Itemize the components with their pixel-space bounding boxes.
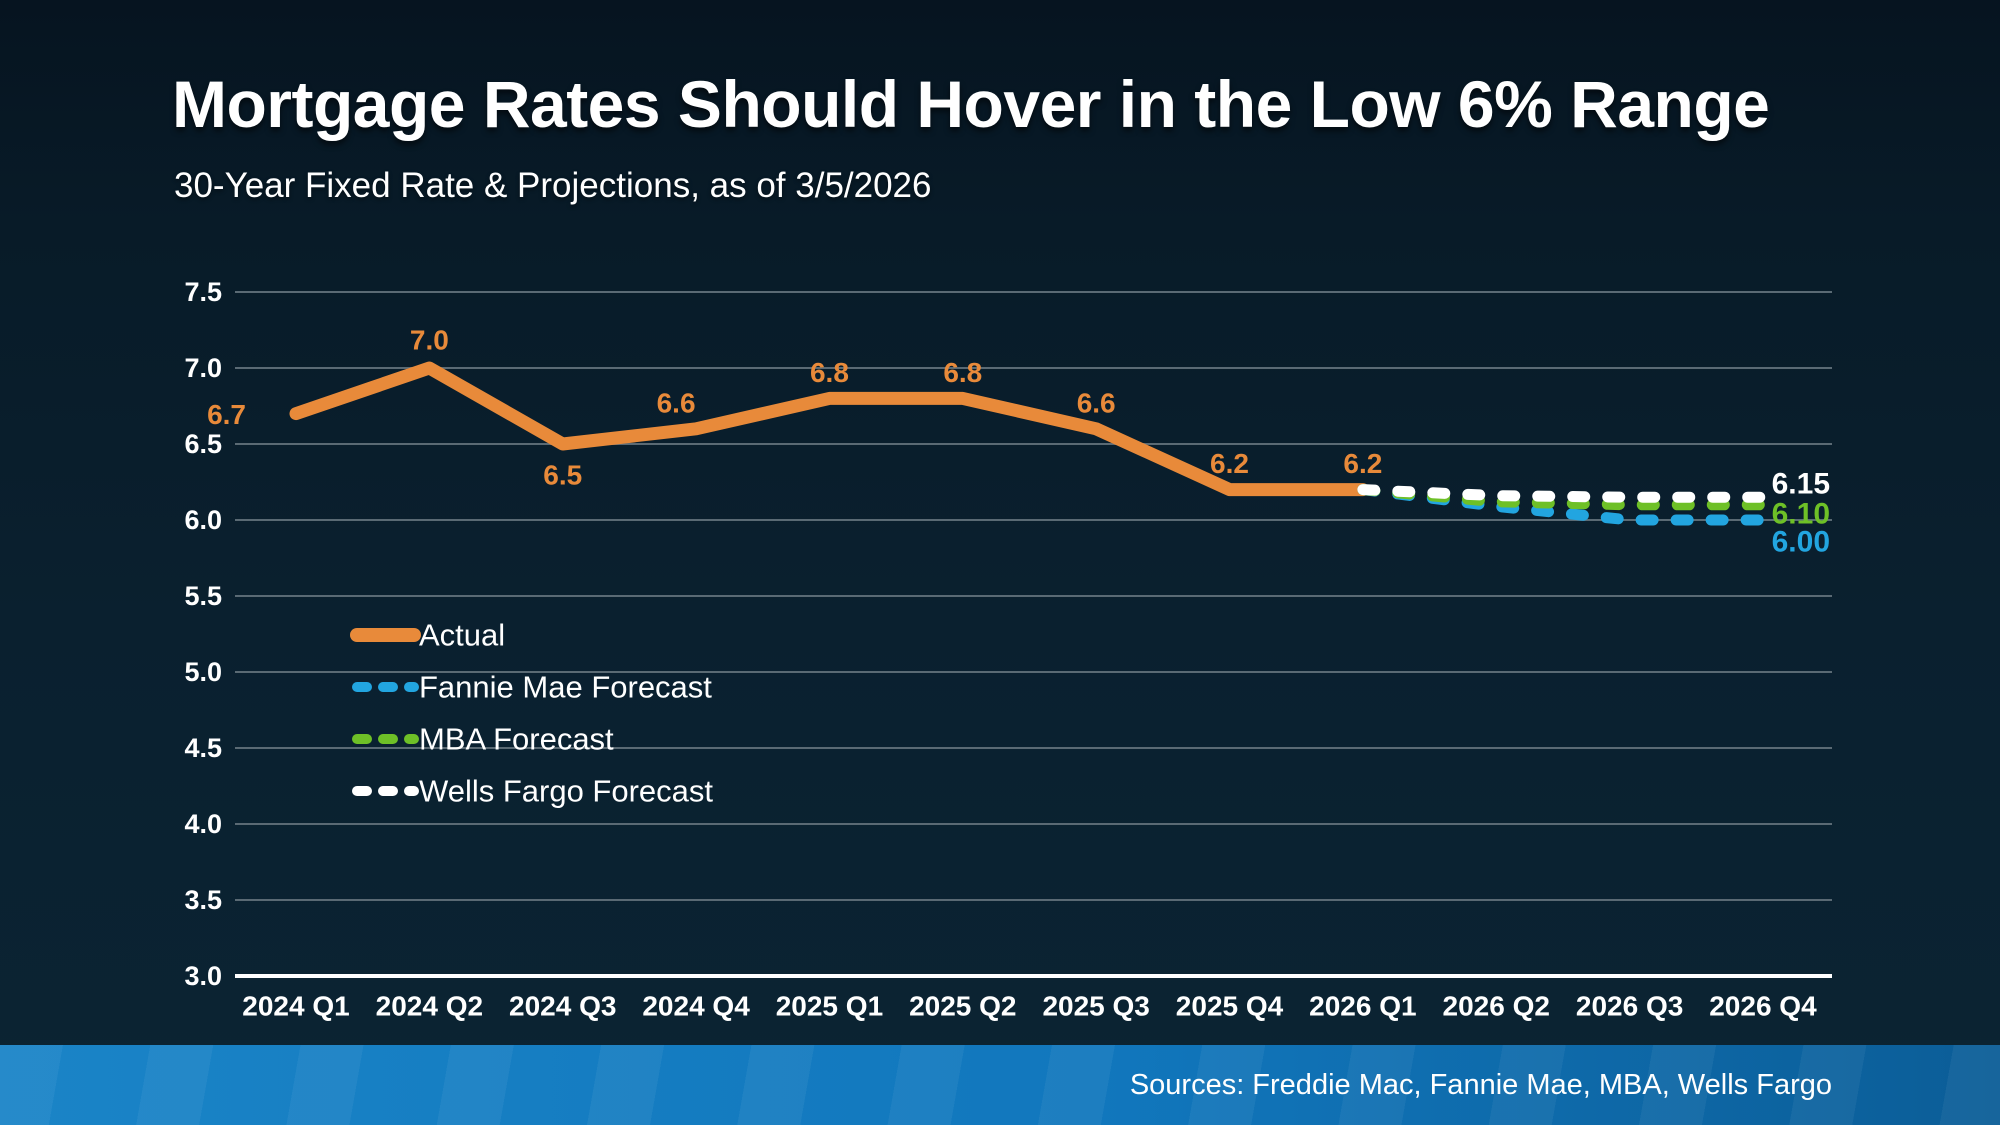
legend-item-wells-fargo-forecast: Wells Fargo Forecast: [419, 774, 713, 809]
x-axis-tick-label: 2025 Q3: [1042, 991, 1149, 1022]
y-axis-tick-label: 3.5: [184, 885, 222, 915]
data-label: 6.5: [543, 460, 582, 491]
x-axis-tick-label: 2026 Q3: [1576, 991, 1683, 1022]
x-axis-tick-label: 2024 Q1: [242, 991, 349, 1022]
data-label: 6.8: [810, 357, 849, 388]
x-axis-tick-label: 2024 Q2: [376, 991, 483, 1022]
wells-fargo-forecast-line: [1357, 484, 1769, 503]
data-label: 6.8: [943, 357, 982, 388]
legend-item-actual: Actual: [419, 618, 505, 653]
mba-forecast-line: [1357, 484, 1769, 511]
forecast-end-label: 6.15: [1772, 468, 1830, 501]
footer-bar: Sources: Freddie Mac, Fannie Mae, MBA, W…: [0, 1045, 2000, 1125]
x-axis-tick-label: 2025 Q1: [776, 991, 883, 1022]
page-subtitle: 30-Year Fixed Rate & Projections, as of …: [174, 166, 932, 205]
data-label: 6.7: [207, 399, 246, 430]
y-axis-tick-label: 6.0: [184, 505, 222, 535]
legend-item-fannie-mae-forecast: Fannie Mae Forecast: [419, 670, 712, 705]
data-label: 6.6: [657, 387, 696, 418]
y-axis-tick-label: 4.5: [184, 733, 222, 763]
x-axis-tick-label: 2026 Q2: [1443, 991, 1550, 1022]
x-axis-tick-label: 2026 Q4: [1709, 991, 1817, 1022]
fannie-mae-forecast-line: [1357, 484, 1769, 526]
page-title: Mortgage Rates Should Hover in the Low 6…: [172, 67, 1770, 141]
x-axis-tick-label: 2026 Q1: [1309, 991, 1416, 1022]
y-axis-tick-label: 7.0: [184, 353, 222, 383]
x-axis-tick-label: 2025 Q4: [1176, 991, 1284, 1022]
data-label: 7.0: [410, 325, 449, 356]
x-axis-tick-label: 2024 Q3: [509, 991, 616, 1022]
y-axis-tick-label: 3.0: [184, 961, 222, 991]
x-axis-tick-label: 2024 Q4: [642, 991, 750, 1022]
x-axis-tick-label: 2025 Q2: [909, 991, 1016, 1022]
y-axis-tick-label: 7.5: [184, 277, 222, 307]
forecast-end-label: 6.10: [1772, 497, 1830, 530]
forecast-end-label: 6.00: [1772, 526, 1830, 559]
data-label: 6.2: [1210, 448, 1249, 479]
y-axis-tick-label: 6.5: [184, 429, 222, 459]
actual-line: [289, 361, 1370, 497]
data-label: 6.2: [1343, 448, 1382, 479]
sources-text: Sources: Freddie Mac, Fannie Mae, MBA, W…: [1129, 1068, 1832, 1101]
data-label: 6.6: [1077, 387, 1116, 418]
y-axis-tick-label: 5.5: [184, 581, 222, 611]
legend-item-mba-forecast: MBA Forecast: [419, 722, 614, 757]
y-axis-tick-label: 5.0: [184, 657, 222, 687]
y-axis-tick-label: 4.0: [184, 809, 222, 839]
